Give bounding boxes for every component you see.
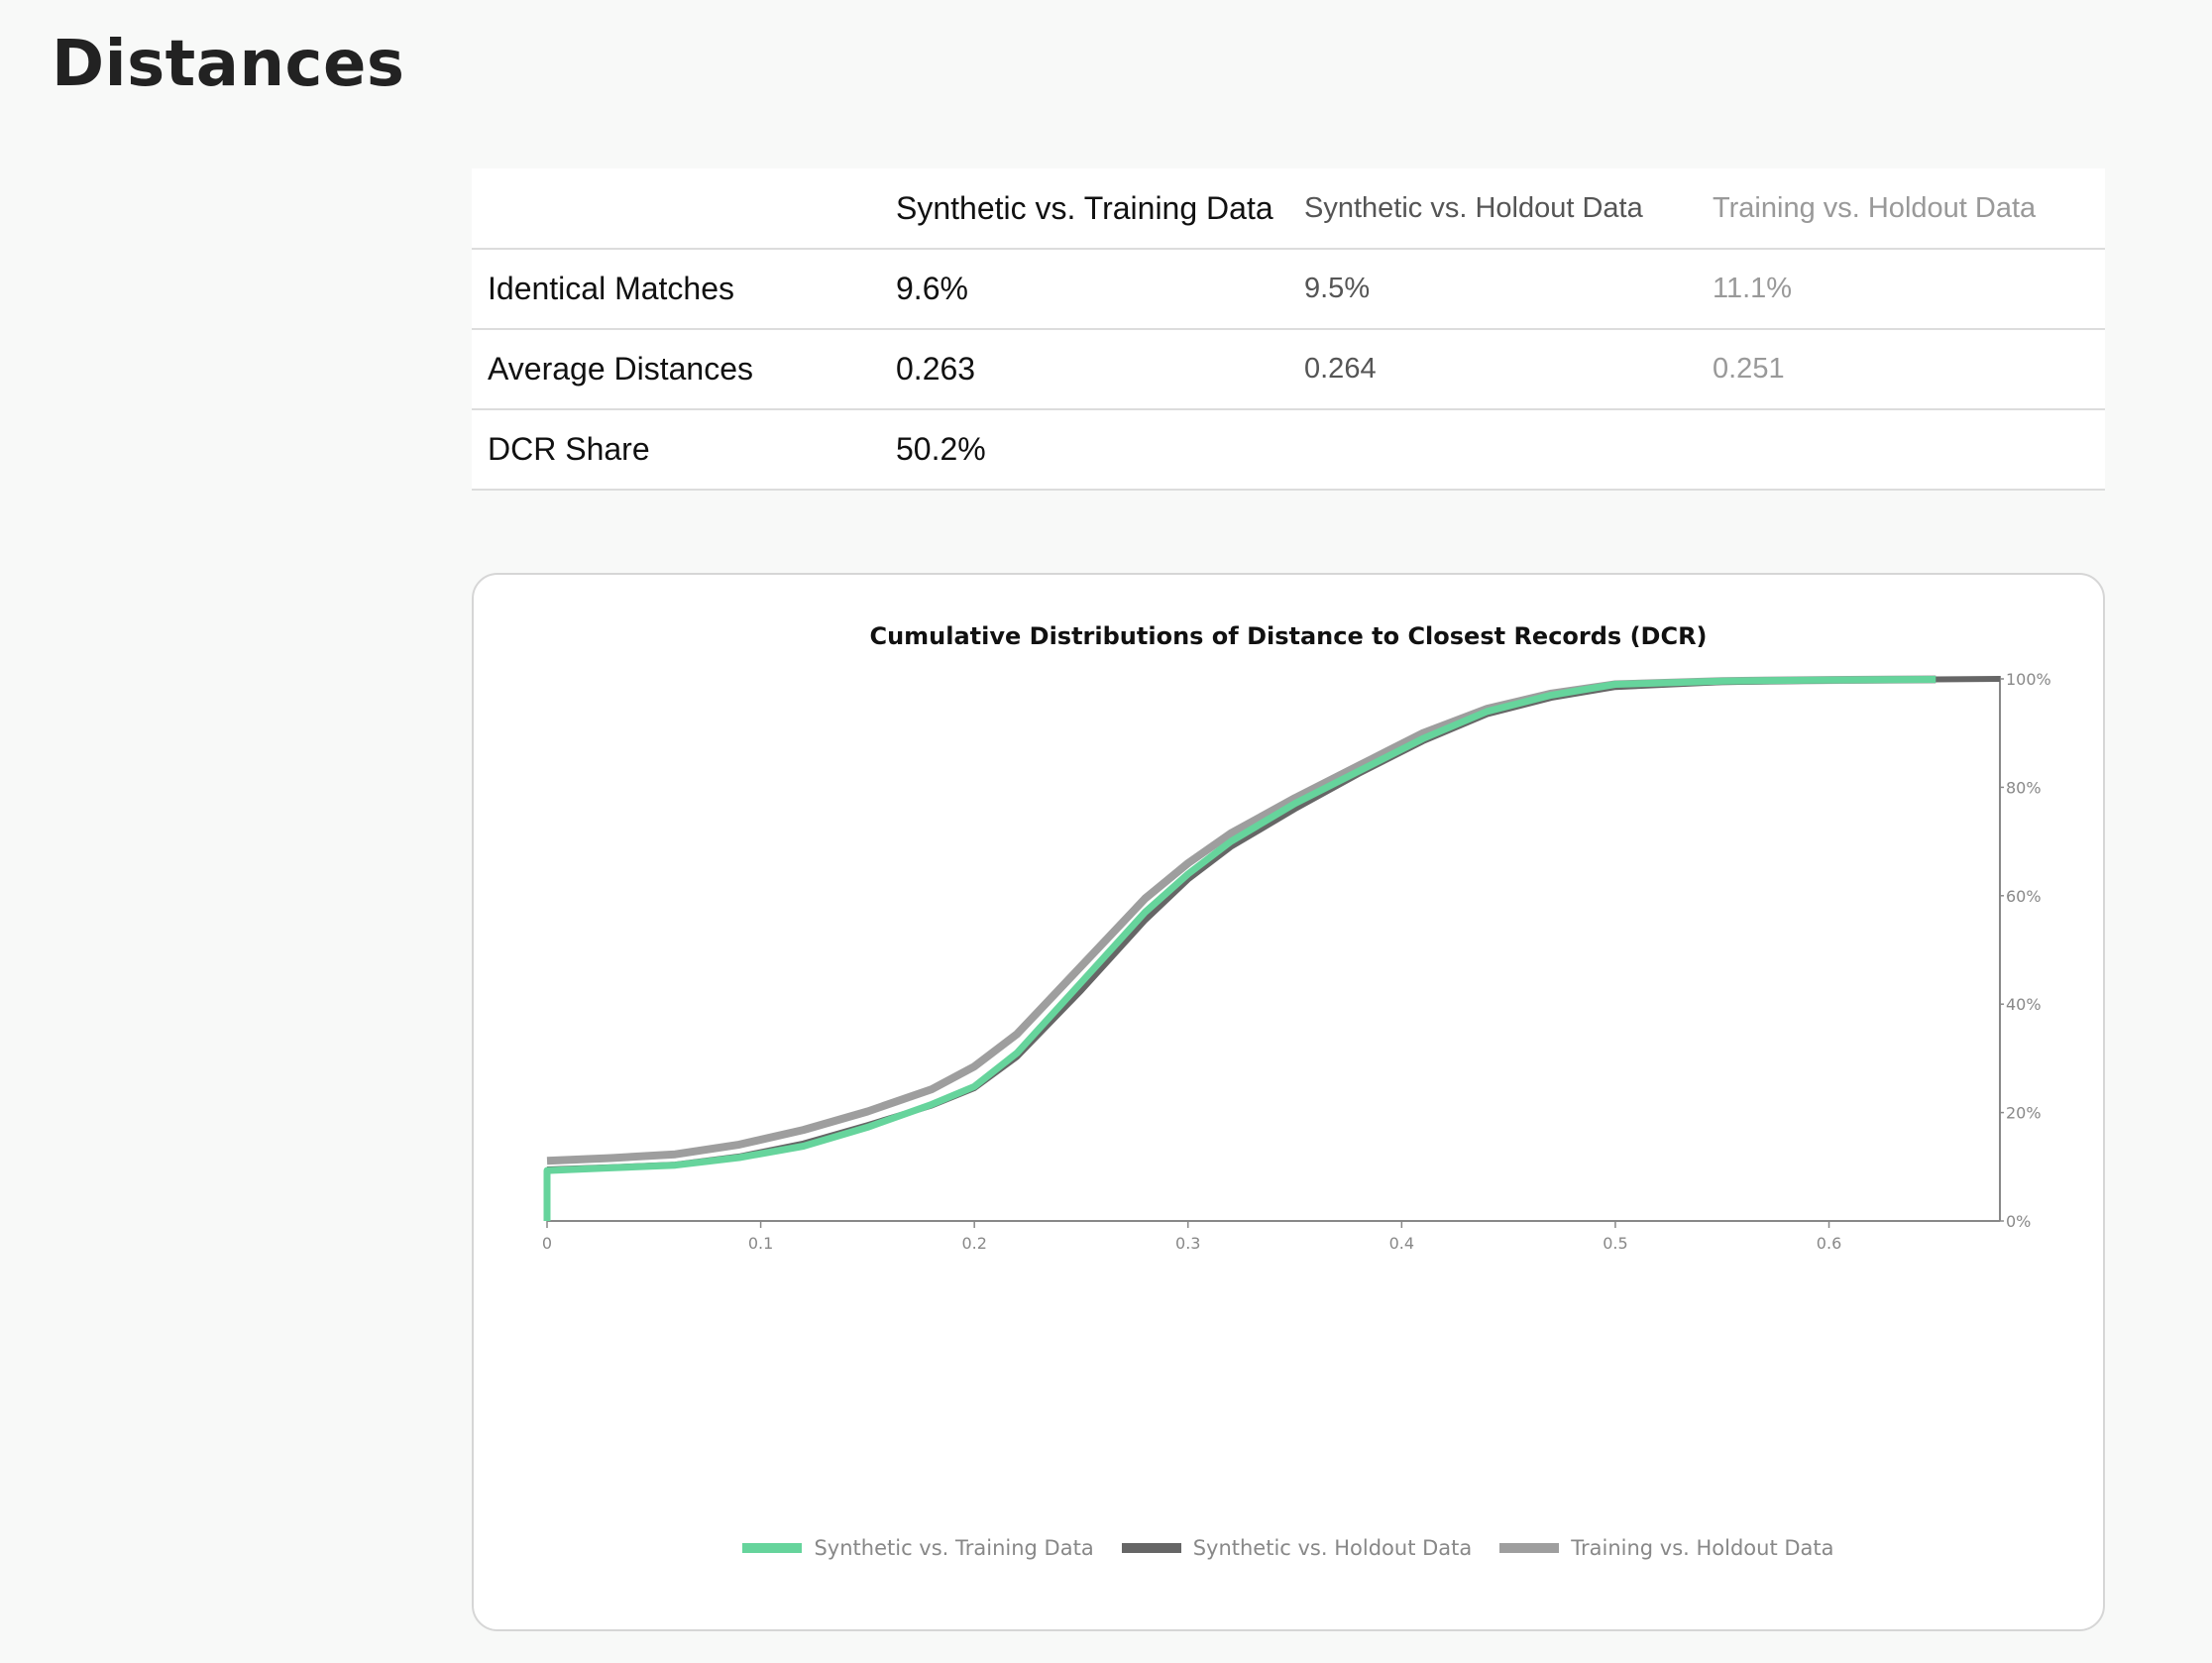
y-tick-label: 80% [2006,778,2042,797]
row-label: Average Distances [488,351,753,387]
x-tick-label: 0.1 [748,1234,773,1253]
series-line-training-vs-holdout-data [546,675,1936,1165]
x-tick-label: 0.2 [961,1234,986,1253]
legend-item: Synthetic vs. Holdout Data [1121,1536,1473,1560]
legend-label: Synthetic vs. Holdout Data [1192,1536,1473,1560]
header-training-vs-holdout: Training vs. Holdout Data [1713,191,2037,224]
chart-lines [543,675,2001,1221]
row-label: Identical Matches [488,271,735,306]
row-label: DCR Share [488,431,650,467]
cell-synthetic-vs-training: 50.2% [896,431,986,467]
page-title: Distances [52,28,405,101]
series-line-synthetic-vs-holdout-data [546,676,2001,1172]
legend-swatch [1121,1543,1181,1553]
legend-item: Training vs. Holdout Data [1499,1536,1834,1560]
x-tick-label: 0.5 [1603,1234,1627,1253]
header-synthetic-vs-training: Synthetic vs. Training Data [896,189,1273,226]
cell-training-vs-holdout: 11.1% [1713,273,1793,304]
y-tick-label: 20% [2006,1104,2042,1123]
x-tick-label: 0 [542,1234,552,1253]
cell-synthetic-vs-holdout: 0.264 [1304,353,1377,385]
legend-label: Training vs. Holdout Data [1571,1536,1834,1560]
x-tick-label: 0.3 [1175,1234,1200,1253]
series-line-synthetic-vs-training-data [543,676,1936,1221]
legend-item: Synthetic vs. Training Data [742,1536,1094,1560]
y-tick-label: 40% [2006,995,2042,1014]
legend-swatch [1499,1543,1560,1553]
chart-axes: 0 0.1 0.2 0.3 0.4 0.5 0.6 0% 20% 40% 60% 80% 100% [542,670,2051,1253]
header-synthetic-vs-holdout: Synthetic vs. Holdout Data [1304,191,1643,224]
dcr-chart-card: Cumulative Distributions of Distance to … [472,573,2105,1631]
x-tick-label: 0.4 [1389,1234,1414,1253]
table-row: DCR Share 50.2% [472,410,2105,491]
cell-synthetic-vs-training: 0.263 [896,351,976,387]
table-row: Average Distances 0.263 0.264 0.251 [472,330,2105,410]
table-header-row: Synthetic vs. Training Data Synthetic vs… [472,168,2105,250]
chart-legend: Synthetic vs. Training Data Synthetic vs.… [474,1536,2103,1560]
legend-swatch [742,1543,803,1553]
table-row: Identical Matches 9.6% 9.5% 11.1% [472,250,2105,330]
chart-title: Cumulative Distributions of Distance to … [869,622,1707,650]
cell-synthetic-vs-holdout: 9.5% [1304,273,1371,304]
y-tick-label: 0% [2006,1212,2031,1231]
x-tick-label: 0.6 [1817,1234,1841,1253]
y-tick-label: 60% [2006,887,2042,906]
legend-label: Synthetic vs. Training Data [814,1536,1094,1560]
cell-training-vs-holdout: 0.251 [1713,353,1785,385]
distance-metrics-table: Synthetic vs. Training Data Synthetic vs… [472,168,2105,491]
y-tick-label: 100% [2006,670,2051,689]
dcr-chart: Cumulative Distributions of Distance to … [542,622,2051,1253]
cell-synthetic-vs-training: 9.6% [896,271,968,306]
